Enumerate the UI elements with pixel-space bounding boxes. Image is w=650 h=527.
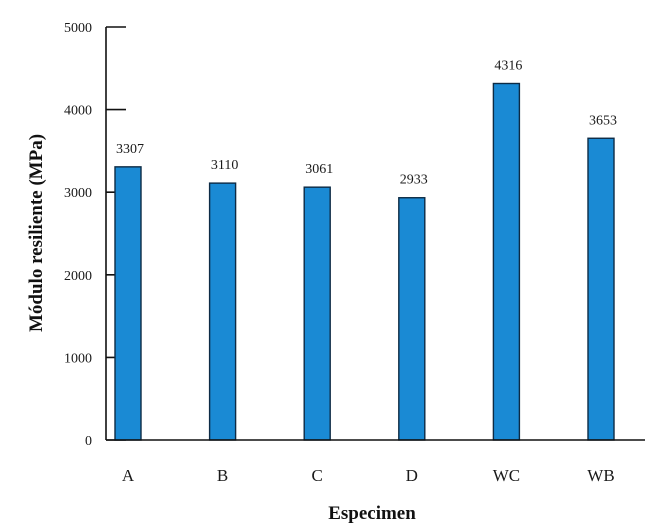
data-label-d: 2933 [400,173,428,188]
data-labels: 3307 3110 3061 2933 4316 3653 [116,58,617,187]
bar-wc [492,82,521,441]
y-tick-label: 0 [85,434,92,449]
data-label-c: 3061 [305,162,333,177]
bar-a [114,166,142,441]
data-label-wb: 3653 [589,113,617,128]
bars [114,82,615,441]
y-tick-label: 1000 [64,351,92,366]
y-tick-label: 4000 [64,104,92,119]
x-tick-label-c: C [312,466,323,485]
x-tick-label-a: A [122,466,135,485]
data-label-wc: 4316 [494,58,522,73]
x-tick-label-wb: WB [587,466,614,485]
bar-wb [587,137,615,441]
y-tick-label: 3000 [64,186,92,201]
y-tick-label: 5000 [64,21,92,36]
bar-d [398,197,426,441]
data-label-b: 3110 [211,158,238,173]
y-tick-label: 2000 [64,269,92,284]
bar-c [303,186,331,441]
y-axis-title: Módulo resiliente (MPa) [26,134,47,332]
x-axis-title: Especimen [328,503,416,524]
y-axis-ticks: 0 1000 2000 3000 4000 5000 [64,21,126,449]
x-axis-tick-labels: A B C D WC WB [122,466,615,485]
x-tick-label-wc: WC [493,466,520,485]
x-tick-label-b: B [217,466,228,485]
x-tick-label-d: D [406,466,418,485]
bar-b [208,182,237,441]
data-label-a: 3307 [116,142,144,157]
